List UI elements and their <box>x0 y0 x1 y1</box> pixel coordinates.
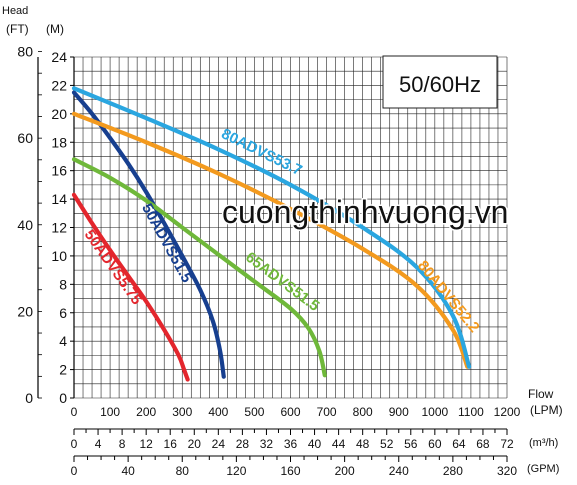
lpm-axis-tick-label: 200 <box>136 405 156 419</box>
m-axis-tick-label: 22 <box>51 77 67 93</box>
gpm-axis-tick-label: 240 <box>389 464 409 478</box>
curve-label-50advs5.75: 50ADVS5.75 <box>81 227 145 308</box>
flow-axis-unit: (LPM) <box>530 403 563 417</box>
head-axis-title: Head <box>2 5 28 17</box>
m-axis-tick-label: 6 <box>59 305 67 321</box>
m3h-axis-tick-label: 60 <box>428 437 442 451</box>
lpm-axis-tick-label: 800 <box>353 405 373 419</box>
m3h-axis-tick-label: 68 <box>476 437 490 451</box>
frequency-label-box <box>382 55 498 109</box>
head-ft-unit: (FT) <box>6 22 29 36</box>
m3h-axis-tick-label: 16 <box>164 437 178 451</box>
m3h-axis-tick-label: 28 <box>236 437 250 451</box>
m3h-axis-tick-label: 32 <box>260 437 274 451</box>
m3h-axis-tick-label: 56 <box>404 437 418 451</box>
lpm-axis-tick-label: 700 <box>317 405 337 419</box>
ft-axis-tick-label: 80 <box>17 44 33 60</box>
ft-axis-tick-label: 40 <box>17 217 33 233</box>
gpm-axis-tick-label: 80 <box>176 464 190 478</box>
gpm-axis-tick-label: 200 <box>335 464 355 478</box>
m3h-axis-unit: (m³/h) <box>529 437 558 449</box>
head-m-unit: (M) <box>46 22 64 36</box>
ft-axis-tick-label: 0 <box>25 390 33 406</box>
m-axis-tick-label: 0 <box>59 390 67 406</box>
flow-axis-title: Flow <box>528 387 554 401</box>
m3h-axis-tick-label: 44 <box>332 437 346 451</box>
m-axis-tick-label: 12 <box>51 220 67 236</box>
m-axis-tick-label: 16 <box>51 163 67 179</box>
lpm-axis-tick-label: 0 <box>71 405 78 419</box>
m3h-axis-tick-label: 24 <box>212 437 226 451</box>
ft-axis-tick-label: 20 <box>17 303 33 319</box>
m3h-axis-tick-label: 72 <box>500 437 514 451</box>
m3h-axis-tick-label: 48 <box>356 437 370 451</box>
lpm-axis-tick-label: 1000 <box>421 405 448 419</box>
gpm-axis-tick-label: 0 <box>71 464 78 478</box>
lpm-axis-tick-label: 900 <box>389 405 409 419</box>
m-axis-tick-label: 8 <box>59 276 67 292</box>
curve-80advs52.2 <box>71 111 470 369</box>
gpm-axis-unit: (GPM) <box>527 463 559 475</box>
lpm-axis-tick-label: 100 <box>100 405 120 419</box>
lpm-axis-tick-label: 600 <box>280 405 300 419</box>
lpm-axis-tick-label: 1200 <box>494 405 521 419</box>
m-axis-tick-label: 14 <box>51 191 67 207</box>
m3h-axis-tick-label: 4 <box>95 437 102 451</box>
m3h-axis-tick-label: 8 <box>119 437 126 451</box>
m3h-axis-tick-label: 20 <box>188 437 202 451</box>
lpm-axis-tick-label: 500 <box>244 405 264 419</box>
lpm-axis-tick-label: 300 <box>172 405 192 419</box>
curve-65advs51.5 <box>71 157 327 378</box>
frequency-label: 50/60Hz <box>399 72 481 97</box>
gpm-axis-tick-label: 40 <box>121 464 135 478</box>
performance-curves <box>71 86 472 382</box>
gpm-axis-tick-label: 320 <box>497 464 517 478</box>
m-axis-tick-label: 2 <box>59 362 67 378</box>
curve-50advs5.75 <box>71 192 190 382</box>
m-axis-tick-label: 18 <box>51 134 67 150</box>
m3h-axis-tick-label: 40 <box>308 437 322 451</box>
m-axis-tick-label: 20 <box>51 106 67 122</box>
lpm-axis-tick-label: 400 <box>208 405 228 419</box>
m3h-axis-tick-label: 12 <box>139 437 153 451</box>
ft-axis-tick-label: 60 <box>17 130 33 146</box>
gpm-axis-tick-label: 160 <box>280 464 300 478</box>
watermark: cuongthinhvuong.vn <box>222 194 508 230</box>
m3h-axis-tick-label: 0 <box>71 437 78 451</box>
gpm-axis-tick-label: 120 <box>226 464 246 478</box>
curve-50advs51.5 <box>71 90 226 379</box>
curve-80advs53.7 <box>71 86 472 369</box>
m-axis-tick-label: 24 <box>51 49 67 65</box>
m3h-axis-tick-label: 64 <box>452 437 466 451</box>
m3h-axis-tick-label: 36 <box>284 437 298 451</box>
gpm-axis-tick-label: 280 <box>443 464 463 478</box>
m-axis-tick-label: 4 <box>59 333 67 349</box>
m-axis-tick-label: 10 <box>51 248 67 264</box>
m3h-axis-tick-label: 52 <box>380 437 394 451</box>
lpm-axis-tick-label: 1100 <box>458 405 484 419</box>
